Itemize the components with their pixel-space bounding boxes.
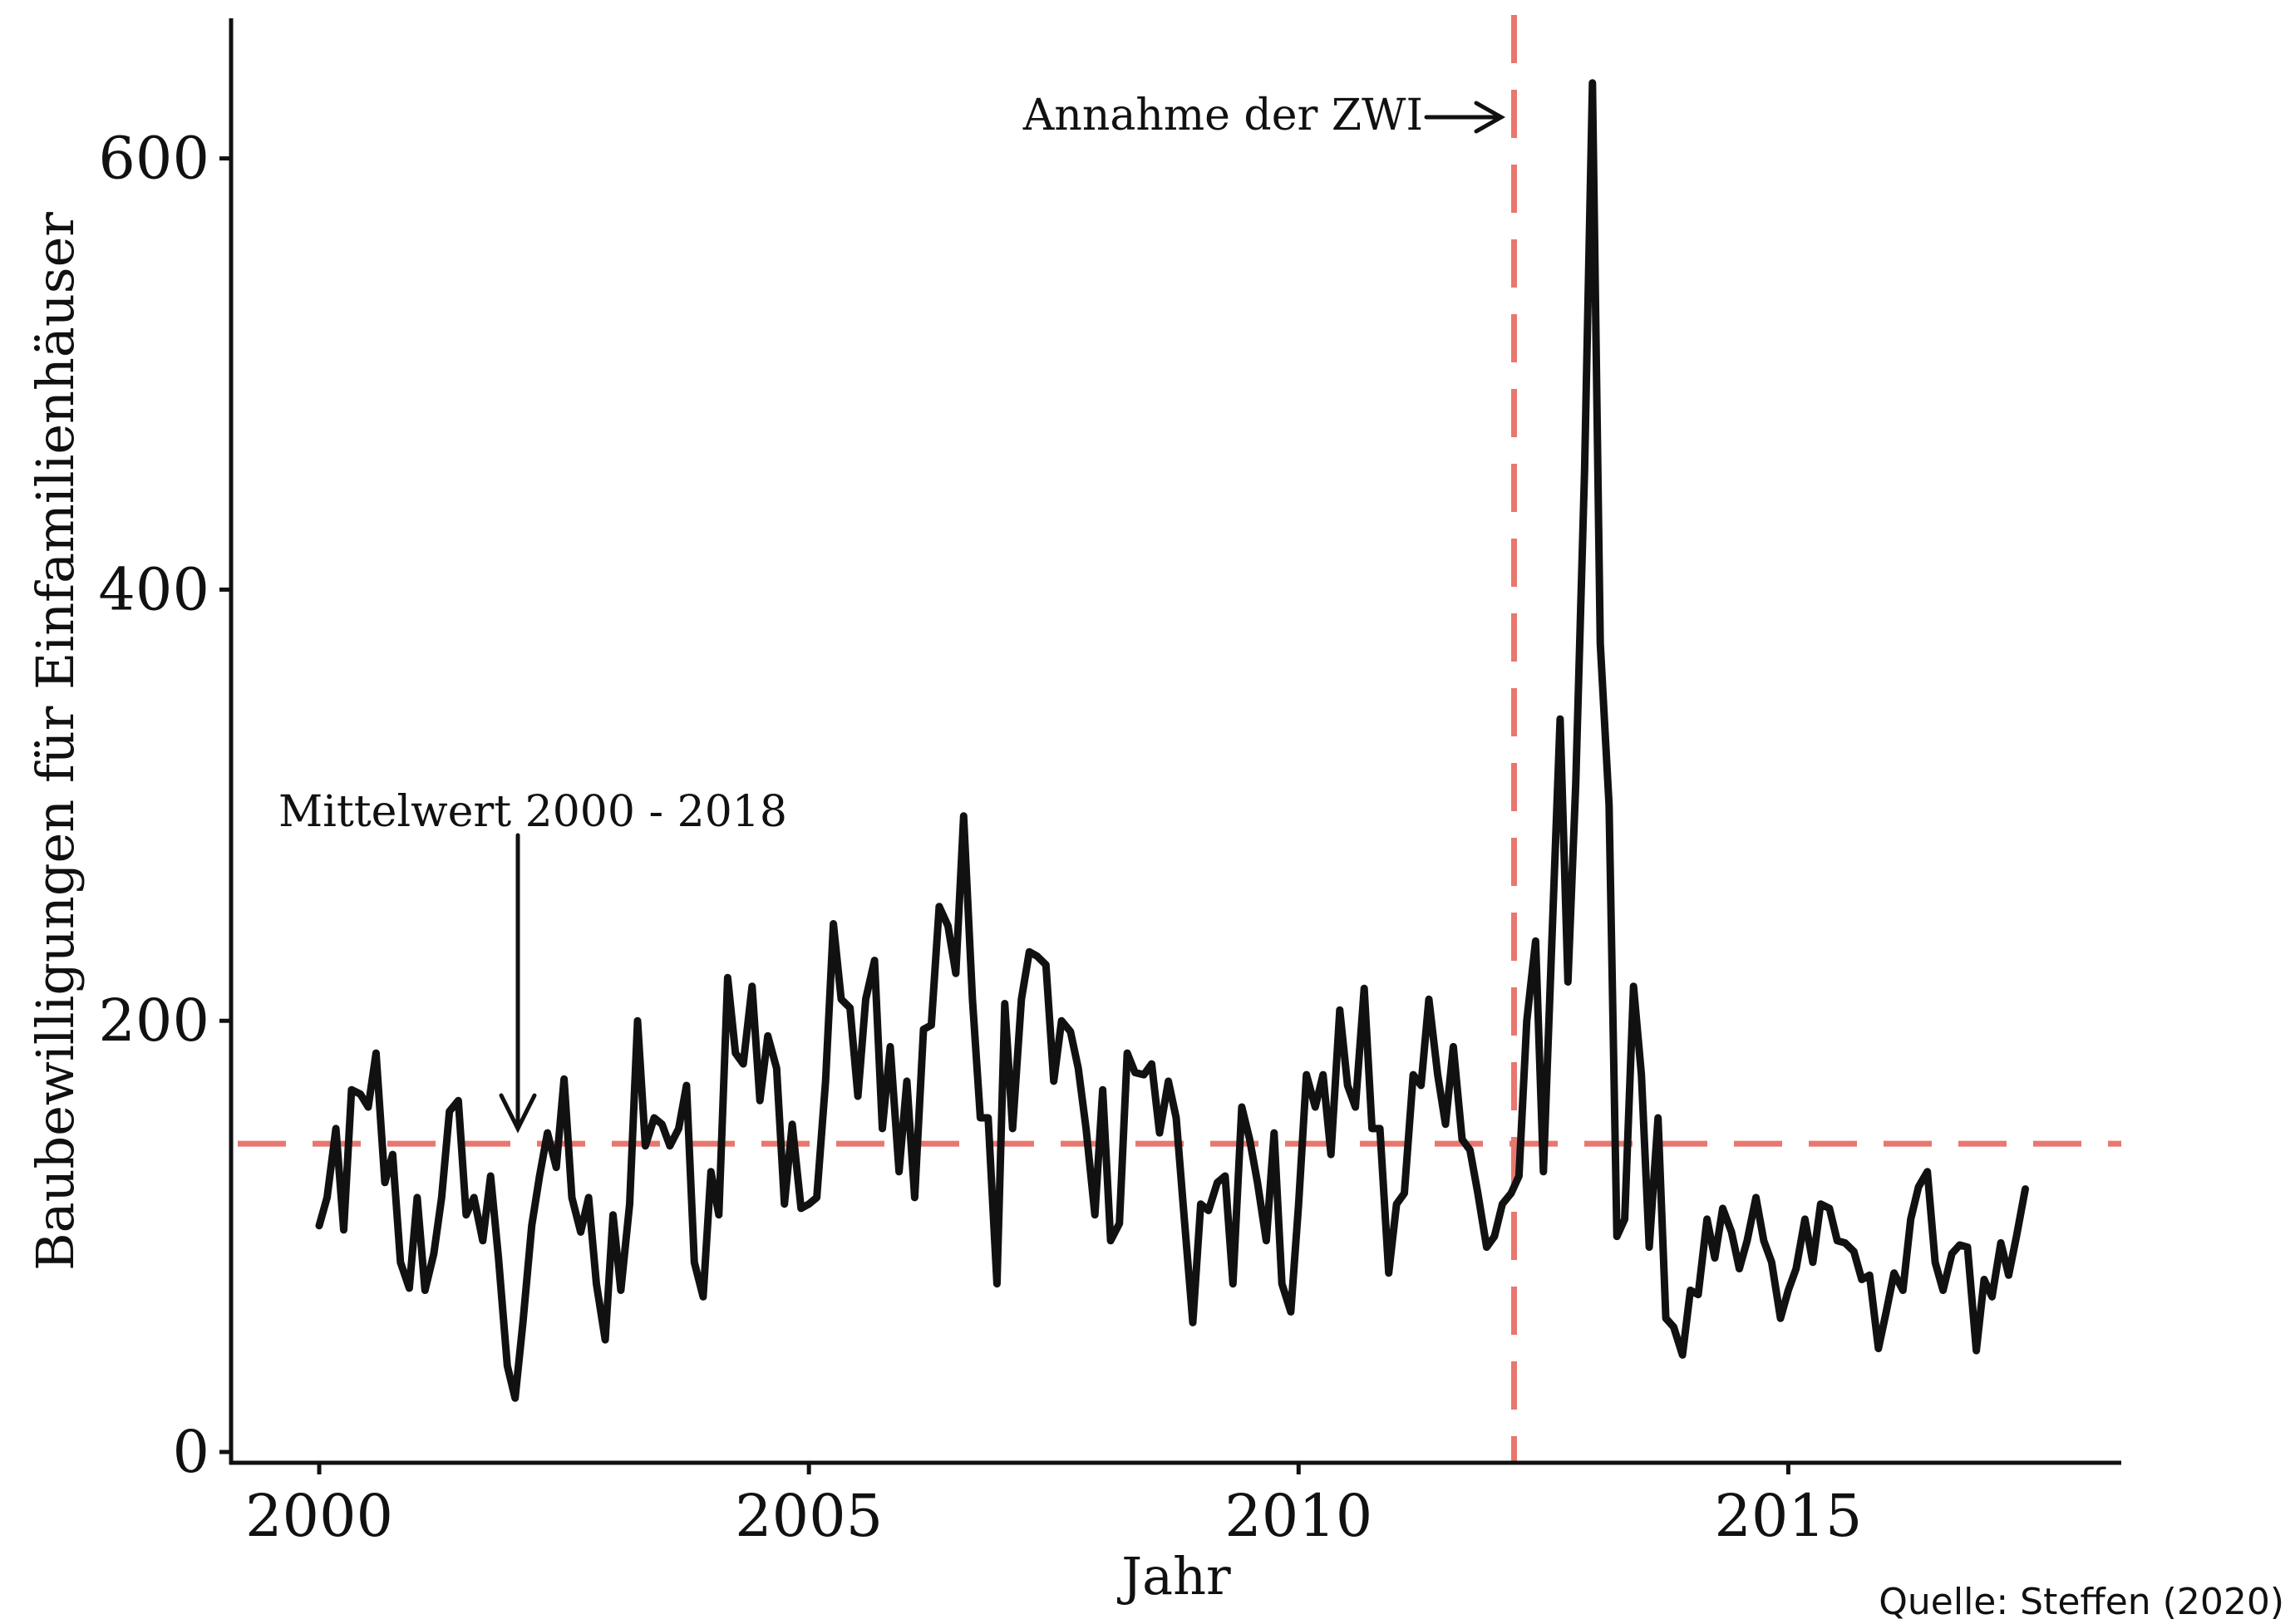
y-tick-label: 0: [172, 1418, 209, 1486]
y-tick-label: 600: [98, 125, 209, 193]
x-tick-label: 2005: [735, 1482, 883, 1550]
x-tick-label: 2015: [1714, 1482, 1862, 1550]
y-ticks: 0 200 400 600: [98, 125, 231, 1486]
annotation-mean-arrow: [499, 833, 537, 1134]
annotation-zwi-label: Annahme der ZWI: [1022, 91, 1423, 140]
source-note: Quelle: Steffen (2020): [1879, 1581, 2284, 1623]
x-axis-title: Jahr: [1116, 1546, 1231, 1607]
annotation-mean-label: Mittelwert 2000 - 2018: [278, 787, 787, 837]
x-tick-label: 2010: [1224, 1482, 1372, 1550]
y-tick-label: 200: [98, 987, 209, 1055]
y-tick-label: 400: [98, 555, 209, 623]
x-tick-label: 2000: [245, 1482, 393, 1550]
y-axis-title: Baubewilligungen für Einfamilienhäuser: [25, 212, 86, 1271]
series-line: [315, 79, 2029, 1402]
x-ticks: 2000 2005 2010 2015: [245, 1463, 1862, 1550]
annotation-zwi-arrow: [1424, 101, 1506, 134]
